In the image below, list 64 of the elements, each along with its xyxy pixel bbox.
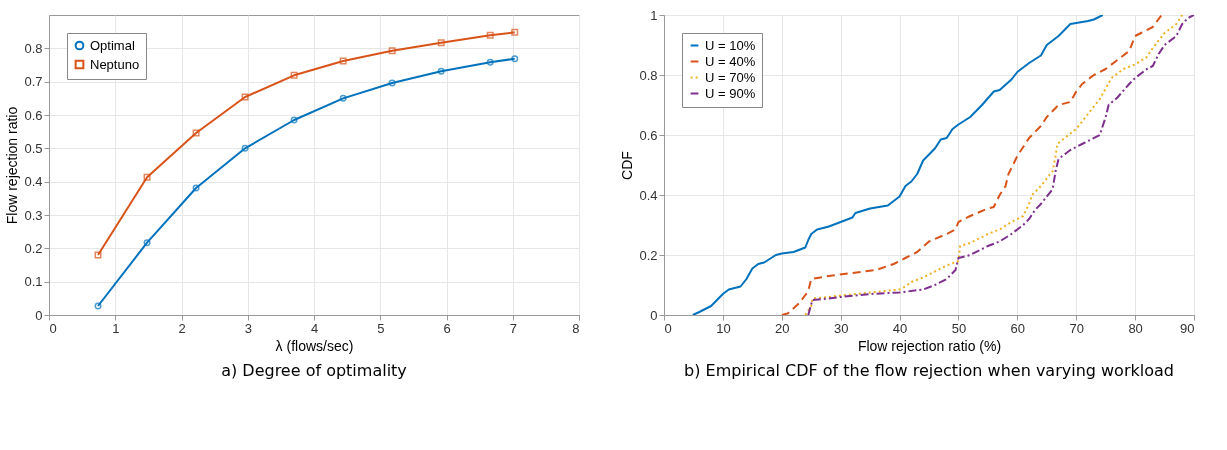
y-tick-label: 1: [650, 7, 658, 23]
point: [143, 173, 151, 181]
x-axis-title: Flow rejection ratio (%): [857, 337, 1002, 354]
x-tick-label: 0: [49, 320, 57, 336]
x-tick-label: 5: [377, 320, 385, 336]
x-tick-label: 30: [833, 320, 849, 336]
x-tick-label: 2: [178, 320, 186, 336]
y-axis-title: CDF: [619, 151, 636, 180]
x-tick-label: 20: [775, 320, 790, 336]
point: [94, 251, 102, 259]
point: [290, 71, 298, 79]
point: [192, 129, 200, 137]
x-tick-label: 3: [244, 320, 252, 336]
x-tick-label: 60: [1010, 320, 1026, 336]
x-tick-label: 40: [892, 320, 908, 336]
x-tick-label: 1: [112, 320, 120, 336]
y-axis-title: Flow rejection ratio: [4, 106, 21, 225]
point: [290, 116, 298, 124]
point: [339, 57, 347, 65]
x-tick-label: 80: [1128, 320, 1143, 336]
y-tick-label: 0.3: [24, 207, 43, 223]
y-tick-label: 0.5: [24, 140, 43, 156]
point: [241, 93, 249, 101]
point: [339, 94, 347, 102]
point: [511, 28, 519, 36]
x-tick-label: 50: [951, 320, 967, 336]
y-tick-label: 0.2: [24, 240, 43, 256]
text: b) Empirical CDF of the flow rejection when varying workload: [684, 361, 1174, 380]
y-tick-label: 0.6: [24, 107, 43, 123]
x-tick-label: 0: [664, 320, 672, 336]
point: [437, 39, 445, 47]
x-tick-label: 70: [1069, 320, 1084, 336]
x-tick-label: 10: [716, 320, 731, 336]
line-series: [691, 15, 1104, 315]
text: a) Degree of optimality: [221, 361, 407, 380]
legend-label: U = 10%: [705, 37, 756, 53]
x-tick-label: 7: [509, 320, 517, 336]
y-tick-label: 0.8: [639, 67, 658, 83]
point: [486, 31, 494, 39]
point: [388, 79, 396, 87]
point: [437, 67, 445, 75]
x-axis-title: λ (flows/sec): [275, 337, 354, 354]
x-tick-label: 8: [572, 320, 580, 336]
y-tick-label: 0: [35, 307, 43, 323]
legend-label: U = 70%: [705, 69, 756, 85]
x-tick-label: 90: [1180, 320, 1195, 336]
y-tick-label: 0.4: [639, 187, 658, 203]
y-tick-label: 0.1: [24, 274, 43, 290]
y-tick-label: 0.6: [639, 127, 658, 143]
point: [143, 239, 151, 247]
y-tick-label: 0.8: [24, 40, 43, 56]
legend-label: Optimal: [90, 37, 135, 53]
legend-label: U = 40%: [705, 53, 756, 69]
y-tick-label: 0: [650, 307, 658, 323]
y-tick-label: 0.4: [24, 174, 43, 190]
x-tick-label: 4: [310, 320, 319, 336]
legend-label: Neptuno: [90, 56, 140, 72]
point: [388, 47, 396, 55]
y-tick-label: 0.7: [24, 74, 43, 90]
point: [486, 58, 494, 66]
x-tick-label: 6: [443, 320, 451, 336]
legend-label: U = 90%: [705, 85, 756, 101]
point: [241, 144, 249, 152]
y-tick-label: 0.2: [639, 247, 658, 263]
